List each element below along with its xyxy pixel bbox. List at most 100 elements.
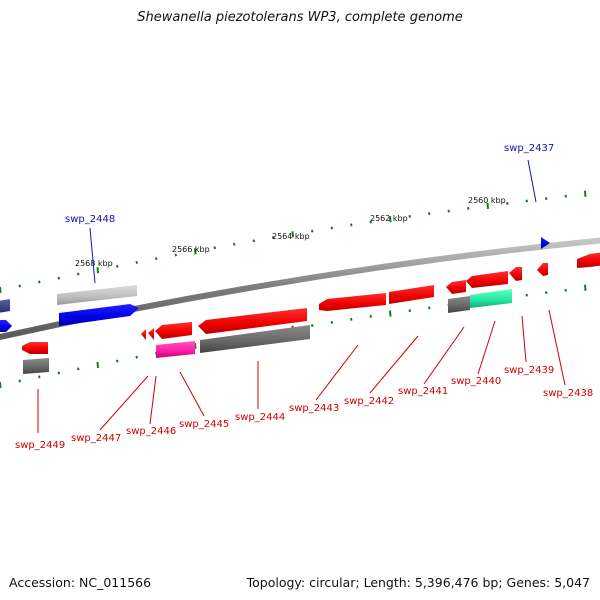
gc-tick — [0, 381, 2, 389]
gene-feature-red[interactable] — [466, 271, 508, 288]
gc-tick — [584, 284, 587, 291]
gene-feature-red[interactable] — [148, 328, 154, 340]
gene-leader-lines — [37, 159, 566, 433]
gene-feature-blue[interactable] — [59, 304, 139, 326]
gene-feature-blue[interactable] — [0, 320, 12, 332]
gc-tick — [369, 314, 372, 318]
gc-skew-upper-track — [0, 190, 587, 294]
gene-feature-red[interactable] — [389, 285, 434, 304]
gc-tick — [545, 197, 548, 201]
ruler-tick-label: 2566 kbp — [172, 245, 210, 254]
gc-tick — [291, 231, 294, 238]
gene-feature-red[interactable] — [319, 293, 386, 311]
gene-label[interactable]: swp_2440 — [451, 376, 501, 387]
ruler-ticks: 2568 kbp 2566 kbp 2564 kbp 2562 kbp 2560… — [75, 196, 506, 268]
gc-tick — [57, 371, 60, 375]
gc-tick — [311, 229, 314, 233]
gene-feature-magenta[interactable] — [156, 341, 195, 358]
ruler-tick-label: 2568 kbp — [75, 259, 113, 268]
gc-tick — [174, 253, 177, 257]
gene-feature-red[interactable] — [537, 263, 548, 276]
gene-feature-red[interactable] — [577, 252, 600, 268]
gc-tick — [525, 199, 528, 203]
gene-label[interactable]: swp_2441 — [398, 386, 448, 397]
gene-label[interactable]: swp_2443 — [289, 403, 339, 414]
gc-tick — [545, 291, 548, 295]
gene-label[interactable]: swp_2439 — [504, 365, 554, 376]
gc-tick — [96, 361, 99, 369]
gene-feature-teal[interactable] — [470, 289, 512, 308]
gene-feature-red[interactable] — [509, 267, 522, 281]
gene-feature-red[interactable] — [155, 322, 192, 339]
gc-tick — [194, 248, 197, 255]
gc-tick — [389, 310, 392, 317]
gc-tick — [564, 194, 567, 198]
gc-tick — [311, 324, 314, 327]
gc-tick — [194, 342, 197, 350]
reverse-strand-genes — [0, 289, 512, 374]
gc-tick — [96, 267, 99, 274]
gene-label[interactable]: swp_2442 — [344, 396, 394, 407]
gc-tick — [135, 261, 138, 264]
gc-tick — [428, 212, 431, 216]
gc-tick — [389, 216, 392, 223]
gene-feature-red[interactable] — [446, 280, 466, 294]
gene-label[interactable]: swp_2437 — [504, 143, 554, 154]
ruler-tick-label: 2560 kbp — [468, 196, 506, 205]
forward-strand-genes — [0, 237, 600, 326]
gc-tick — [77, 367, 80, 371]
gene-feature-red[interactable] — [141, 329, 146, 340]
gc-tick — [135, 355, 138, 359]
gc-tick — [330, 226, 333, 230]
gc-tick — [525, 293, 528, 297]
gc-tick — [116, 359, 119, 363]
gc-tick — [38, 280, 41, 284]
gene-label[interactable]: swp_2446 — [126, 426, 176, 437]
gc-tick — [467, 207, 470, 210]
gc-tick — [0, 286, 2, 294]
gene-label[interactable]: swp_2448 — [65, 214, 115, 225]
accession-label: Accession: NC_011566 — [9, 575, 152, 590]
gene-feature-blue[interactable] — [541, 237, 550, 249]
gc-tick — [213, 246, 216, 250]
gc-tick — [38, 375, 41, 379]
gc-tick — [57, 276, 60, 280]
gc-tick — [584, 190, 587, 197]
genome-backbone — [0, 237, 600, 340]
gene-label[interactable]: swp_2444 — [235, 412, 285, 423]
gc-tick — [77, 272, 80, 276]
gc-tick — [506, 202, 509, 205]
ruler-tick-label: 2564 kbp — [272, 232, 310, 241]
gene-feature-light-gray[interactable] — [57, 285, 137, 305]
gene-label[interactable]: swp_2445 — [179, 419, 229, 430]
gc-tick — [233, 242, 236, 246]
gc-tick — [408, 214, 411, 218]
gene-label[interactable]: swp_2449 — [15, 440, 65, 451]
gc-tick — [564, 288, 567, 292]
gc-tick — [447, 209, 450, 213]
ruler-tick-label: 2562 kbp — [370, 214, 408, 223]
genome-title: Shewanella piezotolerans WP3, complete g… — [137, 10, 463, 25]
gene-feature-gray[interactable] — [448, 296, 470, 313]
gc-tick — [408, 309, 411, 313]
gene-feature-red[interactable] — [198, 308, 307, 334]
gene-label[interactable]: swp_2447 — [71, 433, 121, 444]
gene-feature-gray[interactable] — [200, 325, 310, 353]
gene-labels: swp_2449 swp_2448 swp_2447 swp_2446 swp_… — [15, 143, 593, 451]
gc-tick — [252, 239, 255, 243]
gc-tick — [486, 202, 489, 210]
gc-tick — [155, 257, 158, 261]
gc-tick — [18, 284, 21, 288]
gene-label[interactable]: swp_2438 — [543, 388, 593, 399]
gene-feature-purple[interactable] — [0, 299, 10, 313]
gc-tick — [330, 320, 333, 324]
gene-feature-red[interactable] — [22, 342, 48, 354]
gc-tick — [350, 223, 353, 227]
gene-feature-gray[interactable] — [23, 358, 49, 374]
gc-tick — [272, 236, 275, 239]
genome-summary: Topology: circular; Length: 5,396,476 bp… — [246, 575, 590, 590]
gc-tick — [116, 264, 119, 268]
gc-tick — [18, 379, 21, 383]
